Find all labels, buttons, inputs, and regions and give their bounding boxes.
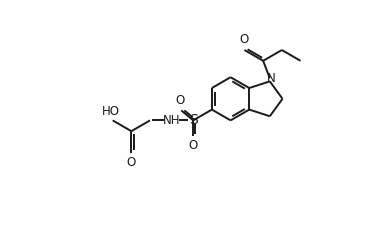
Text: O: O — [175, 94, 184, 107]
Text: HO: HO — [102, 105, 120, 118]
Text: S: S — [189, 113, 197, 127]
Text: O: O — [189, 139, 198, 153]
Text: O: O — [127, 156, 136, 169]
Text: O: O — [239, 33, 248, 46]
Text: N: N — [266, 72, 275, 85]
Text: NH: NH — [163, 114, 180, 127]
